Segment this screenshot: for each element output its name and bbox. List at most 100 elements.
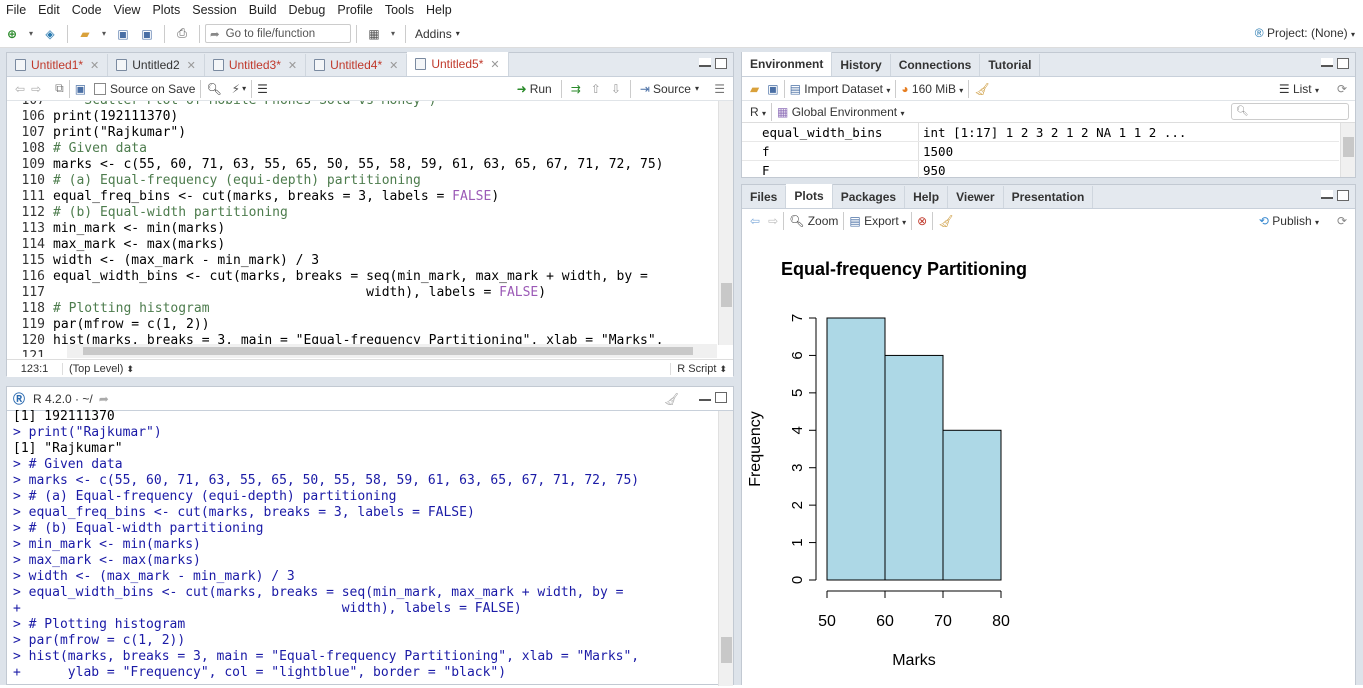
- minimize-icon[interactable]: [1321, 58, 1333, 67]
- menu-file[interactable]: File: [6, 3, 27, 17]
- tab-files[interactable]: Files: [742, 186, 787, 208]
- save-all-icon[interactable]: ▣: [141, 26, 153, 41]
- editor-vertical-scrollbar[interactable]: [718, 101, 733, 345]
- goto-file-input[interactable]: ➦ Go to file/function: [205, 24, 351, 43]
- code-editor[interactable]: 107 Scatter Plot of Mobile Phones Sold v…: [7, 101, 717, 357]
- tab-untitled4[interactable]: Untitled4* ✕: [306, 54, 408, 76]
- back-arrow-icon[interactable]: ⇦: [15, 81, 26, 96]
- close-icon[interactable]: ✕: [287, 59, 298, 72]
- tab-environment[interactable]: Environment: [742, 52, 833, 76]
- minimize-icon[interactable]: [1321, 190, 1333, 199]
- tab-presentation[interactable]: Presentation: [1004, 186, 1094, 208]
- maximize-icon[interactable]: [1337, 58, 1349, 69]
- dropdown-icon[interactable]: ▾: [28, 29, 33, 38]
- maximize-icon[interactable]: [1337, 190, 1349, 201]
- rerun-icon[interactable]: ⇉: [570, 81, 581, 96]
- close-icon[interactable]: ✕: [490, 58, 500, 71]
- memory-usage[interactable]: ◕ 160 MiB ▾: [901, 82, 963, 96]
- tab-connections[interactable]: Connections: [891, 54, 981, 76]
- scroll-thumb[interactable]: [83, 347, 693, 355]
- tab-help[interactable]: Help: [905, 186, 949, 208]
- minimize-icon[interactable]: [699, 392, 711, 401]
- publish-button[interactable]: ⟲ Publish ▾: [1259, 214, 1319, 228]
- console-output[interactable]: [1] 192111370 > print("Rajkumar") [1] "Raj…: [13, 409, 717, 686]
- tab-untitled1[interactable]: Untitled1* ✕: [7, 54, 109, 76]
- save-icon[interactable]: ▣: [117, 26, 129, 41]
- source-button[interactable]: ⇥ Source: [640, 82, 691, 96]
- open-file-icon[interactable]: ▰: [80, 26, 90, 41]
- maximize-icon[interactable]: [715, 58, 727, 69]
- menu-build[interactable]: Build: [248, 3, 277, 17]
- next-plot-icon[interactable]: ⇨: [768, 213, 779, 228]
- broom-icon[interactable]: 🧹︎: [938, 213, 954, 228]
- save-workspace-icon[interactable]: ▣: [767, 81, 779, 96]
- search-icon[interactable]: 🔍︎: [206, 81, 222, 96]
- menu-plots[interactable]: Plots: [152, 3, 181, 17]
- tab-untitled5[interactable]: Untitled5* ✕: [407, 52, 509, 76]
- language-selector[interactable]: R ▾: [750, 105, 766, 119]
- down-arrow-icon[interactable]: ⇩: [610, 81, 621, 96]
- run-button[interactable]: ➜ Run: [517, 82, 552, 96]
- outline-lines-icon[interactable]: ☰: [714, 81, 725, 96]
- tab-plots[interactable]: Plots: [786, 184, 833, 208]
- console-vertical-scrollbar[interactable]: [718, 411, 733, 686]
- scroll-thumb[interactable]: [721, 637, 732, 663]
- scroll-thumb[interactable]: [1343, 137, 1354, 157]
- remove-plot-icon[interactable]: ⊗: [917, 213, 928, 228]
- tab-packages[interactable]: Packages: [833, 186, 906, 208]
- env-search-input[interactable]: 🔍︎: [1231, 103, 1349, 120]
- dropdown-icon[interactable]: ▾: [390, 29, 395, 38]
- goto-dir-icon[interactable]: ➦: [98, 391, 109, 406]
- menu-code[interactable]: Code: [71, 3, 102, 17]
- grid-layout-icon[interactable]: ▦: [368, 26, 380, 41]
- minimize-icon[interactable]: [699, 58, 711, 67]
- tab-tutorial[interactable]: Tutorial: [980, 54, 1041, 76]
- new-project-icon[interactable]: ◈: [45, 26, 55, 41]
- source-on-save-checkbox[interactable]: [94, 82, 107, 95]
- import-dataset-button[interactable]: ▤ Import Dataset ▾: [790, 82, 891, 96]
- tab-untitled3[interactable]: Untitled3* ✕: [205, 54, 307, 76]
- editor-horizontal-scrollbar[interactable]: [67, 344, 717, 358]
- chevron-down-icon[interactable]: ▾: [694, 84, 699, 93]
- env-vertical-scrollbar[interactable]: [1340, 123, 1355, 177]
- refresh-icon[interactable]: ⟳: [1336, 213, 1347, 228]
- tab-viewer[interactable]: Viewer: [948, 186, 1004, 208]
- zoom-button[interactable]: 🔍︎ Zoom: [789, 214, 838, 228]
- menu-view[interactable]: View: [113, 3, 141, 17]
- up-arrow-icon[interactable]: ⇧: [590, 81, 601, 96]
- tab-untitled2[interactable]: Untitled2 ✕: [108, 54, 205, 76]
- refresh-icon[interactable]: ⟳: [1336, 81, 1347, 96]
- file-type-selector[interactable]: R Script ⬍: [670, 362, 727, 375]
- dropdown-icon[interactable]: ▾: [101, 29, 106, 38]
- close-icon[interactable]: ✕: [90, 59, 100, 72]
- menu-edit[interactable]: Edit: [38, 3, 60, 17]
- broom-icon[interactable]: 🧹︎: [974, 81, 990, 96]
- new-file-icon[interactable]: ⊕: [6, 26, 18, 41]
- project-menu[interactable]: ® Project: (None) ▾: [1255, 26, 1355, 40]
- tab-history[interactable]: History: [832, 54, 891, 76]
- addins-menu[interactable]: Addins: [415, 26, 452, 41]
- scroll-thumb[interactable]: [721, 283, 732, 307]
- env-row[interactable]: F 950: [742, 161, 1339, 179]
- prev-plot-icon[interactable]: ⇦: [750, 213, 761, 228]
- list-view-button[interactable]: ☰ List ▾: [1279, 82, 1319, 96]
- menu-debug[interactable]: Debug: [288, 3, 326, 17]
- clear-console-icon[interactable]: 🧹︎: [663, 391, 679, 406]
- forward-arrow-icon[interactable]: ⇨: [31, 81, 42, 96]
- env-row[interactable]: f 1500: [742, 142, 1339, 161]
- menu-help[interactable]: Help: [426, 3, 452, 17]
- scope-selector[interactable]: (Top Level) ⬍: [69, 363, 134, 375]
- menu-profile[interactable]: Profile: [337, 3, 373, 17]
- show-in-window-icon[interactable]: ⧉: [55, 81, 64, 95]
- menu-tools[interactable]: Tools: [384, 3, 415, 17]
- document-outline-icon[interactable]: ☰: [257, 81, 268, 96]
- chevron-down-icon[interactable]: ▾: [242, 84, 247, 93]
- close-icon[interactable]: ✕: [389, 59, 399, 72]
- maximize-icon[interactable]: [715, 392, 727, 403]
- menu-session[interactable]: Session: [192, 3, 237, 17]
- close-icon[interactable]: ✕: [186, 59, 196, 72]
- load-workspace-icon[interactable]: ▰: [750, 81, 760, 96]
- env-row[interactable]: equal_width_bins int [1:17] 1 2 3 2 1 2 N…: [742, 123, 1339, 142]
- save-icon[interactable]: ▣: [74, 81, 87, 96]
- magic-wand-icon[interactable]: ⚡︎: [231, 81, 241, 96]
